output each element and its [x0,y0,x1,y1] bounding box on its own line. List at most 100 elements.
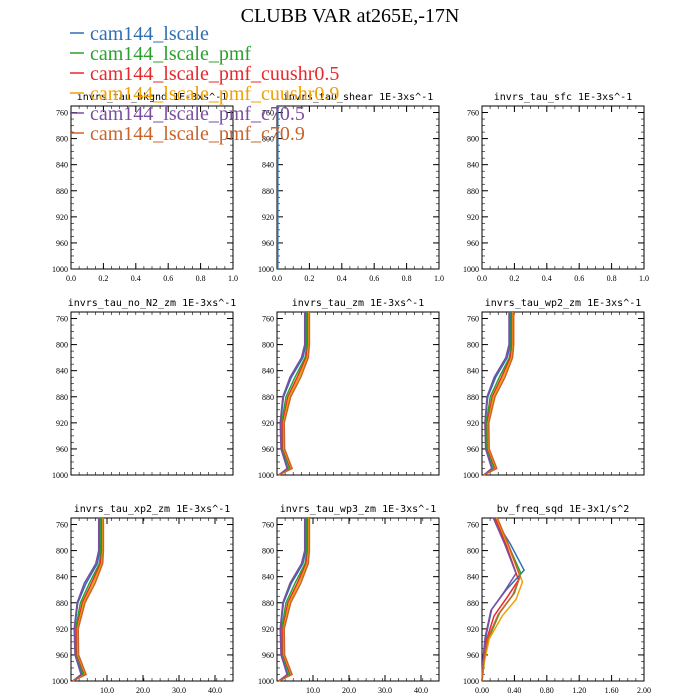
x-tick-label: 0.4 [542,274,552,283]
y-tick-label: 840 [262,161,274,170]
y-tick-label: 800 [467,341,479,350]
x-tick-label: 0.2 [98,274,108,283]
x-tick-label: 0.8 [196,274,206,283]
series-line-cam144_lscale_pmf [72,518,102,682]
series-line-cam144_lscale_pmf_c70.5 [481,517,517,682]
panel-1: invrs_tau_bkgnd 1E-3xs^-1 760 800 840 880 920… [52,92,238,283]
legend: cam144_lscalecam144_lscale_pmfcam144_lsc… [70,23,339,145]
y-tick-label: 1000 [258,265,274,274]
y-tick-label: 840 [56,573,68,582]
y-tick-label: 760 [262,315,274,324]
y-tick-label: 960 [467,445,479,454]
x-tick-label: 1.0 [639,274,649,283]
panel-2: invrs_tau_shear 1E-3xs^-1 760 800 840 880 920… [258,92,444,283]
x-tick-label: 0.40 [507,686,521,695]
y-tick-label: 960 [467,239,479,248]
y-tick-label: 800 [262,341,274,350]
x-tick-label: 0.6 [163,274,173,283]
x-tick-label: 0.0 [66,274,76,283]
x-tick-label: 10.0 [306,686,320,695]
figure-title: CLUBB VAR at265E,-17N [241,5,460,27]
y-tick-label: 960 [56,651,68,660]
panel-title: invrs_tau_bkgnd 1E-3xs^-1 [77,92,228,103]
panel-frame [276,311,440,476]
series-line-cam144_lscale_pmf_c70.5 [483,312,510,476]
x-tick-label: 1.20 [572,686,586,695]
x-tick-label: 1.60 [605,686,619,695]
y-tick-label: 880 [467,599,479,608]
series-line-cam144_lscale_pmf_c70.9 [72,518,105,682]
panel-frame [276,517,440,682]
y-tick-label: 920 [56,213,68,222]
y-tick-label: 960 [56,445,68,454]
series-line-cam144_lscale_pmf_cuushr0.9 [481,517,524,682]
y-tick-label: 880 [56,187,68,196]
series-line-cam144_lscale_pmf [483,312,512,476]
series-line-cam144_lscale_pmf_c70.9 [481,517,521,682]
x-tick-label: 0.8 [607,274,617,283]
legend-label: cam144_lscale_pmf_c70.5 [90,103,305,125]
panel-title: invrs_tau_wp2_zm 1E-3xs^-1 [485,298,642,309]
y-tick-label: 760 [262,521,274,530]
x-tick-label: 20.0 [342,686,356,695]
panel-title: invrs_tau_sfc 1E-3xs^-1 [494,92,632,103]
x-tick-label: 0.6 [369,274,379,283]
x-tick-label: 1.0 [228,274,238,283]
x-tick-label: 0.4 [131,274,141,283]
y-tick-label: 800 [467,135,479,144]
y-tick-label: 920 [467,625,479,634]
panel-frame [70,311,234,476]
panel-title: invrs_tau_wp3_zm 1E-3xs^-1 [280,504,437,515]
panel-title: invrs_tau_shear 1E-3xs^-1 [283,92,434,103]
series-line-cam144_lscale_pmf [278,518,308,682]
y-tick-label: 800 [262,135,274,144]
series-line-cam144_lscale_pmf_c70.5 [72,518,100,682]
x-tick-label: 30.0 [172,686,186,695]
y-tick-label: 920 [467,213,479,222]
x-tick-label: 0.2 [304,274,314,283]
y-tick-label: 880 [56,599,68,608]
y-tick-label: 760 [467,109,479,118]
legend-label: cam144_lscale_pmf_c70.9 [90,123,305,145]
y-tick-label: 920 [262,625,274,634]
y-tick-label: 960 [467,651,479,660]
y-tick-label: 920 [56,625,68,634]
y-tick-label: 1000 [52,265,68,274]
y-tick-label: 960 [56,239,68,248]
y-tick-label: 840 [467,161,479,170]
panel-9: bv_freq_sqd 1E-3x1/s^2 760 800 840 880 920 960… [463,504,651,695]
panel-frame [481,311,645,476]
series-line-cam144_lscale_pmf_cuushr0.5 [481,517,520,682]
y-tick-label: 800 [467,547,479,556]
y-tick-label: 880 [56,393,68,402]
x-tick-label: 20.0 [136,686,150,695]
y-tick-label: 880 [467,393,479,402]
y-tick-label: 760 [262,109,274,118]
legend-label: cam144_lscale_pmf_cuushr0.9 [90,83,339,105]
y-tick-label: 880 [262,393,274,402]
y-tick-label: 840 [262,573,274,582]
y-tick-label: 840 [467,367,479,376]
y-tick-label: 960 [262,651,274,660]
panel-grid: invrs_tau_bkgnd 1E-3xs^-1 760 800 840 880 920… [52,92,651,695]
x-tick-label: 40.0 [208,686,222,695]
y-tick-label: 840 [56,161,68,170]
y-tick-label: 1000 [463,471,479,480]
legend-label: cam144_lscale [90,23,209,45]
y-tick-label: 1000 [258,677,274,686]
panel-title: invrs_tau_xp2_zm 1E-3xs^-1 [74,504,231,515]
y-tick-label: 760 [56,521,68,530]
series-line-cam144_lscale_pmf_cuushr0.5 [278,312,309,476]
series-line-cam144_lscale [481,517,526,682]
y-tick-label: 920 [56,419,68,428]
x-tick-label: 40.0 [414,686,428,695]
y-tick-label: 1000 [52,677,68,686]
y-tick-label: 920 [467,419,479,428]
panel-frame [481,105,645,270]
y-tick-label: 960 [262,445,274,454]
x-tick-label: 0.0 [477,274,487,283]
panel-title: bv_freq_sqd 1E-3x1/s^2 [497,504,629,515]
x-tick-label: 0.6 [574,274,584,283]
x-tick-label: 0.0 [272,274,282,283]
series-line-cam144_lscale_pmf_c70.9 [278,312,311,476]
